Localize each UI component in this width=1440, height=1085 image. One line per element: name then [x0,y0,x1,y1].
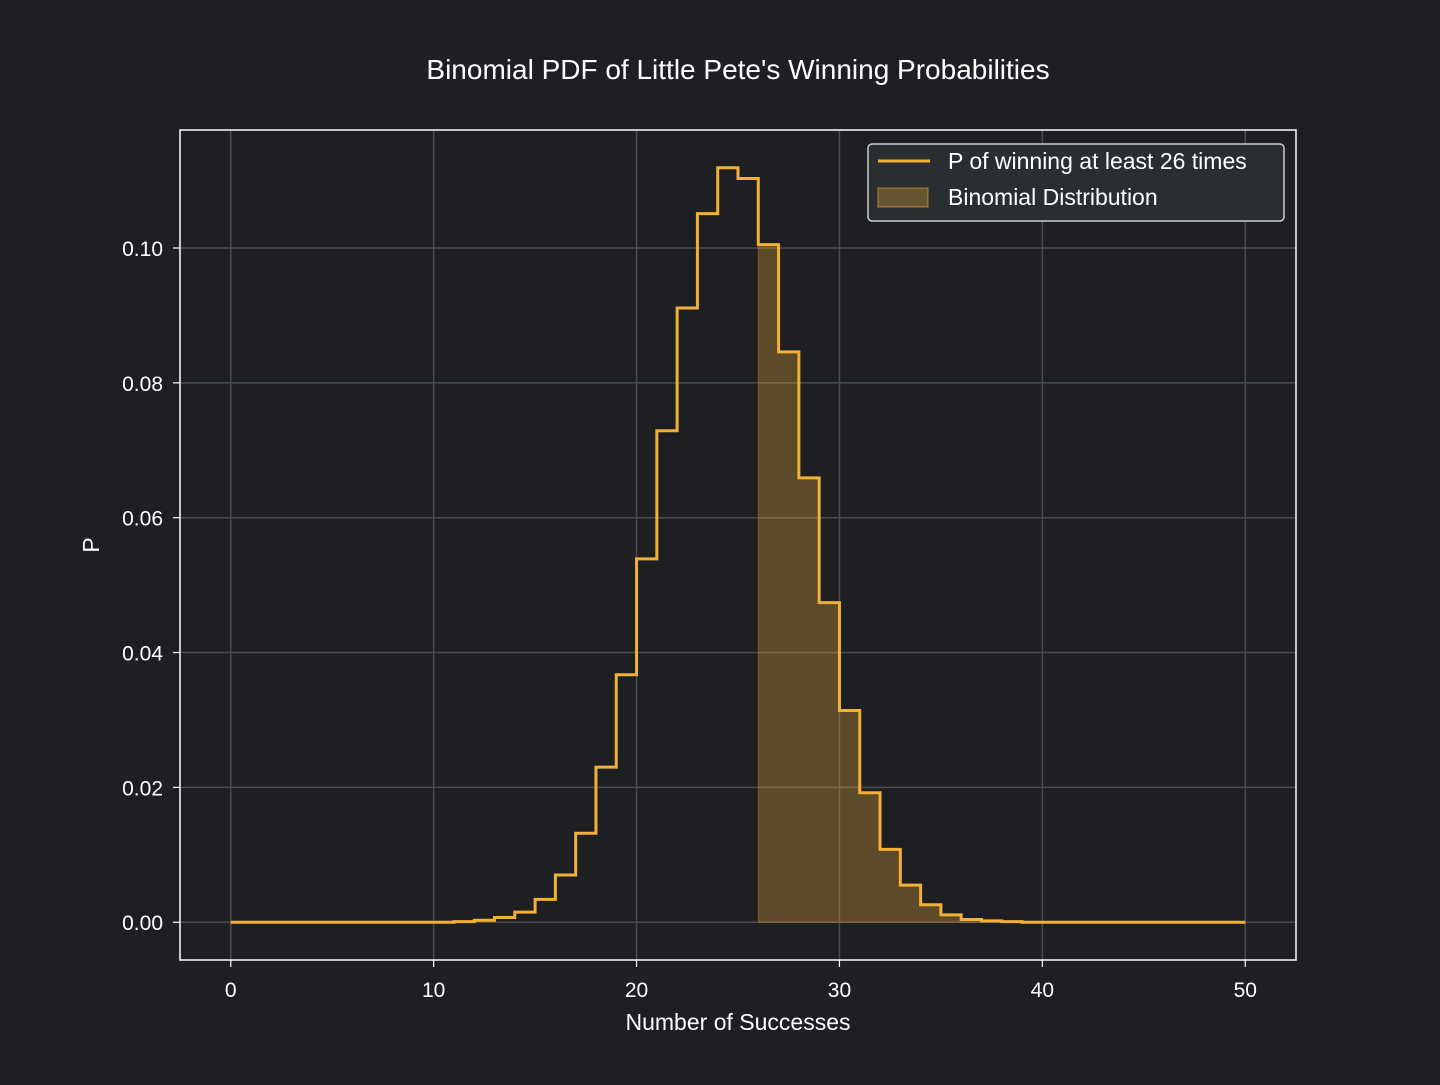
y-axis-label: P [78,537,104,552]
y-tick-label: 0.10 [122,238,163,261]
legend-label-fill: Binomial Distribution [948,184,1158,210]
legend-fill-swatch [878,188,928,207]
legend: P of winning at least 26 times Binomial … [868,144,1284,221]
x-tick-label: 0 [225,979,237,1002]
y-tick-label: 0.06 [122,508,163,531]
x-tick-label: 40 [1031,979,1054,1002]
x-tick-label: 20 [625,979,648,1002]
x-tick-label: 30 [828,979,851,1002]
x-tick-label: 10 [422,979,445,1002]
chart-title: Binomial PDF of Little Pete's Winning Pr… [426,54,1049,85]
y-tick-label: 0.04 [122,643,163,666]
x-tick-label: 50 [1234,979,1257,1002]
y-tick-label: 0.08 [122,373,163,396]
y-tick-label: 0.02 [122,777,163,800]
y-tick-label: 0.00 [122,912,163,935]
legend-label-line: P of winning at least 26 times [948,148,1247,174]
x-axis-label: Number of Successes [626,1009,851,1035]
